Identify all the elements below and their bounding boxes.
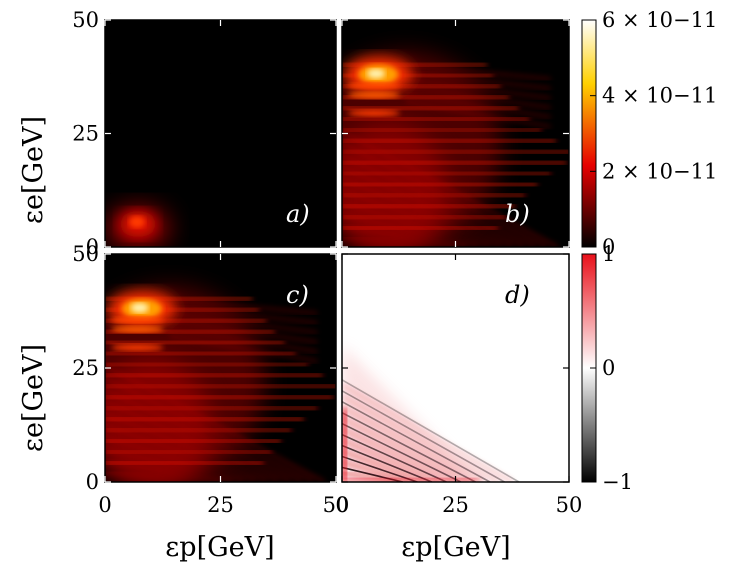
colorbar-tick-label: 4 × 10−11 [602,84,717,108]
x-tick-label: 0 [335,493,348,517]
colorbar-tick-label: 2 × 10−11 [602,159,717,183]
colorbar-tick-label: 0 [602,235,615,259]
panel-c-label: c) [286,281,309,309]
y-axis-title-bottom: εe[GeV] [18,344,49,452]
panel-c-heatmap [105,286,336,482]
colorbar-tick-label: 6 × 10−11 [602,8,717,32]
y-tick-label: 0 [86,470,99,494]
panel-d-heatmap [342,345,520,482]
x-tick-label: 25 [207,493,234,517]
colorbar-tick-label: −1 [602,470,633,494]
y-tick-label: 25 [72,122,99,146]
panel-d-label: d) [505,281,530,309]
x-tick-label: 50 [556,493,583,517]
panel-b-heatmap [342,52,569,247]
colorbar-tick-label: 1 [602,242,615,266]
y-tick-label: 50 [72,8,99,32]
y-tick-label: 50 [72,242,99,266]
x-axis-title-left: εp[GeV] [165,532,274,563]
panel-d: d) [341,253,570,483]
x-axis-title-right: εp[GeV] [401,532,510,563]
y-tick-label: 25 [72,356,99,380]
panel-a-label: a) [286,200,310,228]
colorbar-tick-label: 0 [602,356,615,380]
y-tick-label: 0 [86,235,99,259]
x-tick-label: 25 [442,493,469,517]
colorbar-top [581,19,597,248]
panel-a: a) [104,19,337,248]
panel-b-label: b) [505,200,530,228]
y-axis-title-top: εe[GeV] [18,116,49,224]
panel-a-heatmap [106,206,170,247]
panel-b: b) [341,19,570,248]
x-tick-label: 0 [98,493,111,517]
x-tick-label: 50 [323,493,350,517]
panel-c: c) [104,253,337,483]
